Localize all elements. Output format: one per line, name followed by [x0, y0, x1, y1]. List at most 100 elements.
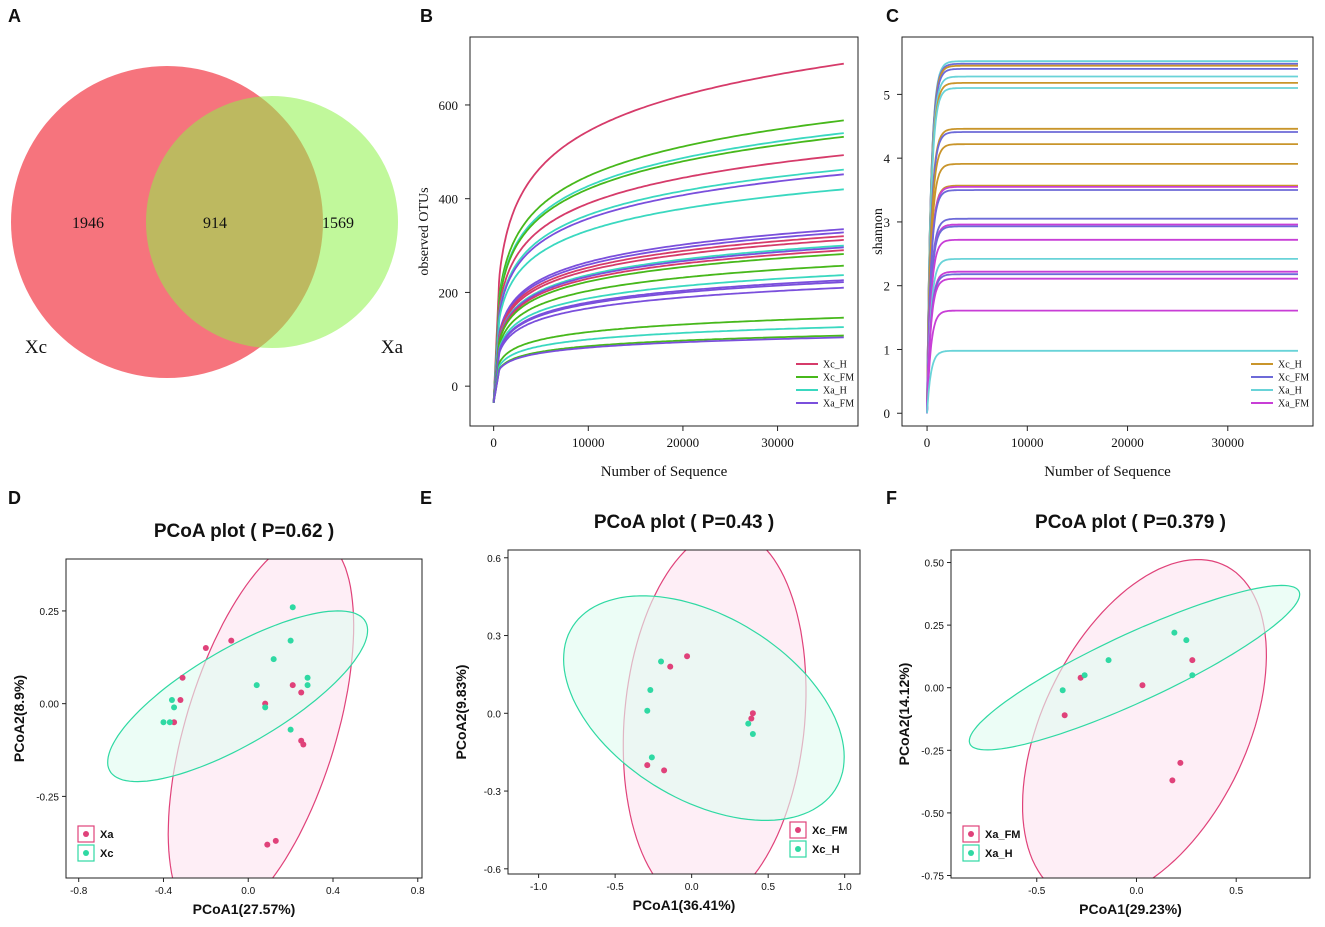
- series-line-xc-h: [492, 154, 844, 403]
- x-tick-label: 30000: [1212, 435, 1245, 450]
- legend-marker: [795, 846, 801, 852]
- point-xa-h: [1081, 672, 1088, 679]
- confidence-ellipses: [107, 559, 369, 878]
- point-xc: [262, 704, 269, 711]
- chart-b: 0 10000 20000 30000 0 200 400 600 Number of Sequ…: [417, 36, 859, 480]
- x-tick-label: 10000: [572, 435, 605, 450]
- legend-marker: [968, 831, 974, 837]
- x-tick-label: 0.4: [326, 886, 340, 897]
- legend-label: Xa_H: [985, 848, 1013, 860]
- point-xa: [272, 837, 279, 844]
- y-tick-label: 1: [884, 342, 891, 357]
- legend-marker: [968, 850, 974, 856]
- series-line-xa-h: [926, 257, 1298, 414]
- y-tick-label: -0.25: [36, 792, 59, 803]
- x-tick-label: 0.0: [685, 882, 699, 893]
- venn-diagram: 1946 914 1569 Xc Xa: [11, 66, 404, 378]
- venn-count-shared: 914: [203, 215, 227, 232]
- y-axis-title: shannon: [871, 208, 886, 255]
- y-tick-label: 0: [452, 379, 459, 394]
- x-tick-label: 0.0: [241, 886, 255, 897]
- point-xc: [270, 656, 277, 663]
- plot-frame-c: [901, 36, 1314, 427]
- series-line-xa-h: [926, 349, 1298, 414]
- chart-c: 0 10000 20000 30000 0 1 2 3 4 5 Number of Sequence…: [871, 36, 1314, 480]
- point-xa-h: [1189, 672, 1196, 679]
- x-tick-label: 0: [924, 435, 931, 450]
- x-tick-label: 0.0: [1130, 886, 1144, 897]
- legend-label: Xc_H: [1278, 360, 1302, 371]
- y-tick-label: 0.00: [925, 684, 945, 695]
- x-axis-title: Number of Sequence: [1044, 464, 1171, 480]
- point-xa-h: [1059, 687, 1066, 694]
- x-tick-label: 0.8: [411, 886, 425, 897]
- series-line-xc-h: [926, 184, 1298, 414]
- series-line-xa-h: [926, 87, 1298, 414]
- point-xa: [264, 841, 271, 848]
- y-axis-title: PCoA2(9.83%): [453, 665, 469, 760]
- panel-label-e: E: [420, 488, 432, 508]
- y-tick-label: 0.25: [40, 607, 60, 618]
- series-line-xc-fm: [926, 131, 1298, 414]
- y-axis-title: observed OTUs: [417, 187, 432, 275]
- point-xc: [287, 637, 294, 644]
- point-xc: [304, 682, 311, 689]
- series-line-xc-h: [492, 249, 844, 403]
- y-tick-label: -0.3: [484, 787, 502, 798]
- x-axis-title: PCoA1(29.23%): [1079, 901, 1182, 917]
- series-line-xa-fm: [926, 185, 1298, 414]
- point-xc-fm: [661, 767, 668, 774]
- chart-title: PCoA plot ( P=0.62 ): [154, 521, 334, 542]
- venn-count-xa-only: 1569: [322, 215, 354, 232]
- legend-label: Xc_FM: [1278, 373, 1309, 384]
- point-xa-fm: [1169, 777, 1176, 784]
- point-xc: [168, 696, 175, 703]
- y-tick-label: 400: [439, 192, 459, 207]
- point-xc-fm: [749, 710, 756, 717]
- x-tick-label: 30000: [761, 435, 794, 450]
- point-xc: [289, 604, 296, 611]
- series-line-xc-fm: [926, 68, 1298, 414]
- point-xa-fm: [1139, 682, 1146, 689]
- series-line-xc-h: [492, 62, 844, 403]
- point-xc-h: [749, 731, 756, 738]
- legend-marker: [83, 850, 89, 856]
- point-xa: [298, 689, 305, 696]
- panel-label-d: D: [8, 488, 21, 508]
- series-line-xa-h: [492, 188, 844, 403]
- point-xa-h: [1183, 637, 1190, 644]
- point-xa: [202, 645, 209, 652]
- legend-label: Xa_H: [1278, 386, 1302, 397]
- point-xa: [289, 682, 296, 689]
- x-tick-label: 0.5: [1229, 886, 1243, 897]
- point-xc: [171, 704, 178, 711]
- series-line-xa-fm: [926, 277, 1298, 414]
- series-line-xa-fm: [492, 286, 844, 403]
- y-tick-label: 200: [439, 285, 459, 300]
- y-tick-label: 4: [884, 151, 891, 166]
- series-line-xc-fm: [926, 273, 1298, 414]
- venn-circle-xa: [146, 96, 398, 348]
- plot-frame-b: [469, 36, 859, 427]
- venn-label-xc: Xc: [25, 337, 47, 358]
- series-line-xc-fm: [926, 225, 1298, 414]
- chart-title: PCoA plot ( P=0.43 ): [594, 512, 774, 533]
- series-line-xa-h: [492, 168, 844, 403]
- panel-label-f: F: [886, 488, 897, 508]
- y-tick-label: 0.6: [487, 554, 501, 565]
- series-line-xa-fm: [492, 336, 844, 403]
- point-xc: [253, 682, 260, 689]
- series-line-xa-fm: [926, 270, 1298, 414]
- y-tick-label: 0.0: [487, 709, 501, 720]
- x-tick-label: 1.0: [838, 882, 852, 893]
- x-tick-label: -0.8: [70, 886, 88, 897]
- x-tick-label: 0.5: [761, 882, 775, 893]
- point-xa: [300, 741, 307, 748]
- legend-label: Xa_FM: [985, 829, 1020, 841]
- y-tick-label: 0: [884, 406, 891, 421]
- y-tick-label: 0.3: [487, 632, 501, 643]
- series-line-xc-fm: [492, 264, 844, 403]
- ellipse-xc-h: [562, 595, 845, 822]
- chart-d: PCoA plot ( P=0.62 ) -0.8 -0.4 0.0 0.4 0.8 -0.…: [11, 521, 425, 917]
